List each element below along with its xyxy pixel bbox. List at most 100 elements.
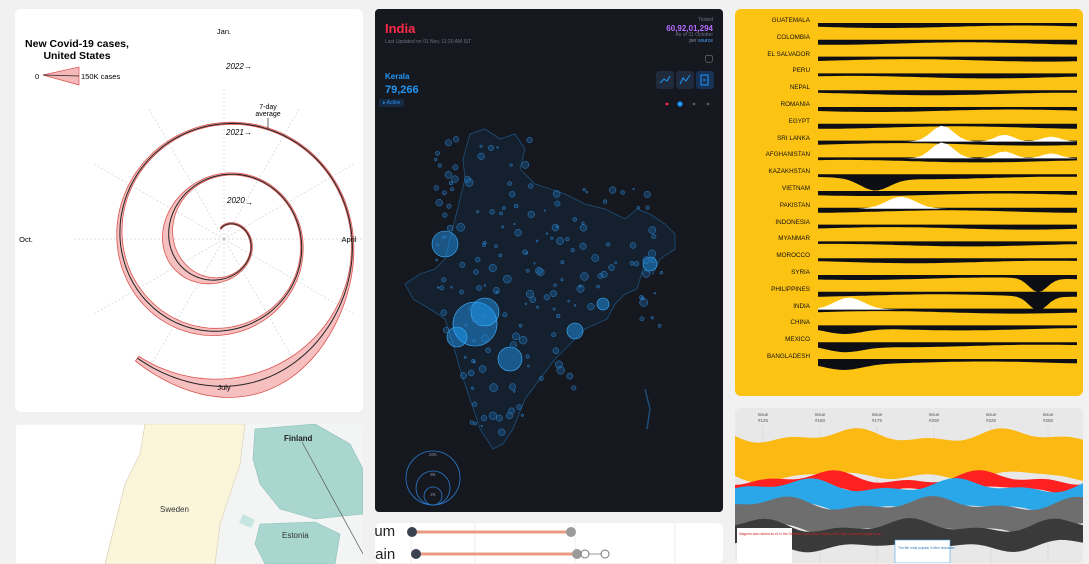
district-bubble[interactable] (473, 421, 477, 426)
district-bubble[interactable] (567, 299, 570, 303)
district-bubble[interactable] (456, 223, 465, 232)
district-bubble[interactable] (446, 203, 452, 209)
district-bubble[interactable] (472, 401, 478, 407)
range-handle-1-right[interactable] (566, 527, 576, 537)
district-bubble[interactable] (560, 278, 564, 282)
district-bubble[interactable] (657, 323, 662, 328)
district-bubble[interactable] (573, 304, 577, 307)
district-bubble[interactable] (478, 365, 487, 373)
district-bubble[interactable] (570, 248, 575, 253)
district-bubble[interactable] (572, 217, 578, 222)
tested-source-link[interactable]: source (697, 37, 713, 44)
bell-icon[interactable] (705, 55, 713, 63)
district-bubble[interactable] (591, 254, 600, 262)
district-bubble[interactable] (525, 268, 530, 273)
district-bubble[interactable] (489, 209, 495, 215)
district-bubble[interactable] (473, 269, 479, 275)
district-bubble[interactable] (556, 313, 561, 319)
district-bubble[interactable] (536, 268, 545, 277)
district-bubble[interactable] (496, 146, 499, 149)
district-bubble[interactable] (501, 206, 506, 211)
district-bubble[interactable] (513, 223, 516, 226)
district-bubble[interactable] (521, 161, 530, 169)
district-bubble[interactable] (525, 354, 530, 359)
district-bubble[interactable] (550, 290, 557, 298)
district-bubble[interactable] (470, 386, 475, 390)
district-bubble[interactable] (443, 326, 450, 334)
district-bubble[interactable] (576, 284, 585, 293)
district-bubble[interactable] (648, 226, 657, 234)
district-bubble[interactable] (582, 187, 586, 192)
district-bubble[interactable] (581, 221, 585, 225)
district-bubble[interactable] (553, 283, 557, 287)
district-bubble[interactable] (464, 323, 468, 327)
district-bubble[interactable] (600, 270, 608, 278)
district-bubble[interactable] (639, 316, 645, 322)
district-bubble[interactable] (578, 285, 582, 288)
district-bubble[interactable] (441, 236, 445, 239)
district-bubble[interactable] (520, 413, 524, 417)
district-bubble[interactable] (518, 323, 523, 328)
district-bubble[interactable] (543, 294, 550, 301)
district-bubble[interactable] (434, 157, 438, 162)
district-bubble[interactable] (550, 236, 554, 240)
district-bubble[interactable] (554, 200, 561, 207)
district-bubble[interactable] (469, 420, 474, 425)
district-bubble[interactable] (435, 199, 443, 207)
district-bubble[interactable] (514, 229, 522, 237)
district-bubble[interactable] (596, 297, 610, 311)
district-bubble[interactable] (538, 376, 544, 381)
range-slider-chart[interactable] (375, 523, 723, 563)
district-bubble[interactable] (444, 235, 447, 238)
district-bubble[interactable] (524, 302, 527, 305)
district-bubble[interactable] (485, 347, 491, 354)
district-bubble[interactable] (579, 224, 588, 232)
streamgraph-card[interactable]: Issue #125 Issue #150 Issue #175 Issue #200 Issu… (735, 408, 1083, 563)
district-bubble[interactable] (650, 257, 657, 263)
district-bubble[interactable] (471, 317, 477, 323)
district-bubble[interactable] (528, 183, 534, 189)
district-bubble[interactable] (633, 261, 640, 267)
district-bubble[interactable] (526, 290, 534, 298)
india-dashboard-card[interactable]: India Last Updated on 01 Nov, 11:20 AM I… (375, 9, 723, 512)
district-bubble[interactable] (545, 232, 549, 235)
district-bubble[interactable] (450, 187, 455, 192)
district-bubble[interactable] (444, 171, 453, 179)
district-bubble[interactable] (476, 210, 480, 214)
district-bubble[interactable] (480, 424, 483, 427)
district-bubble[interactable] (481, 315, 484, 318)
district-bubble[interactable] (507, 181, 512, 186)
district-bubble[interactable] (496, 414, 503, 422)
district-bubble[interactable] (442, 190, 447, 196)
district-bubble[interactable] (650, 316, 654, 320)
ridgeline-card[interactable]: GUATEMALA COLOMBIA EL SALVADOR PERU NEPAL ROM… (735, 9, 1083, 396)
district-bubble[interactable] (448, 180, 454, 186)
district-bubble[interactable] (606, 242, 611, 247)
mode-dot-1[interactable] (665, 102, 669, 106)
district-bubble[interactable] (642, 270, 650, 278)
district-bubble[interactable] (636, 206, 641, 210)
district-bubble[interactable] (442, 212, 448, 218)
district-bubble[interactable] (494, 244, 498, 248)
district-bubble[interactable] (653, 292, 657, 295)
covid-spiral-card[interactable]: New Covid-19 cases, United States 0 150K… (15, 9, 363, 412)
mode-dot-4[interactable] (706, 102, 710, 106)
district-bubble[interactable] (516, 404, 523, 411)
district-bubble[interactable] (556, 237, 564, 245)
district-bubble[interactable] (450, 285, 453, 289)
district-bubble[interactable] (533, 262, 536, 265)
district-bubble[interactable] (489, 383, 498, 392)
district-bubble[interactable] (629, 242, 637, 249)
district-bubble[interactable] (552, 347, 560, 355)
district-bubble[interactable] (527, 364, 530, 368)
district-bubble[interactable] (483, 284, 487, 287)
district-bubble[interactable] (498, 253, 503, 258)
district-bubble[interactable] (479, 144, 483, 148)
district-bubble[interactable] (602, 199, 608, 204)
district-bubble[interactable] (512, 389, 516, 393)
district-bubble[interactable] (446, 224, 454, 232)
district-bubble[interactable] (437, 286, 440, 289)
district-bubble[interactable] (543, 209, 546, 212)
district-bubble[interactable] (441, 277, 447, 283)
district-bubble[interactable] (459, 261, 466, 268)
